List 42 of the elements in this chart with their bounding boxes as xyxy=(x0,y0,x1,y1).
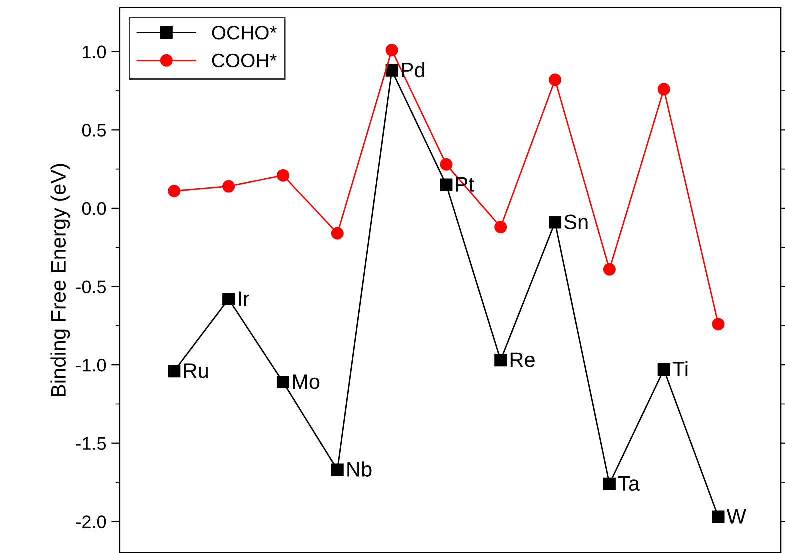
point xyxy=(440,178,453,192)
y-tick-label: -1.0 xyxy=(76,359,106,372)
point xyxy=(658,83,670,96)
annotation: Mo xyxy=(293,374,320,390)
point xyxy=(386,64,398,77)
point xyxy=(222,293,236,306)
y-tick-label: -2.0 xyxy=(76,516,106,528)
point xyxy=(658,364,670,376)
point xyxy=(168,184,181,198)
legend-label: COOH* xyxy=(212,54,277,68)
point xyxy=(494,354,508,367)
annotation: Re xyxy=(510,352,535,368)
point xyxy=(440,158,453,171)
y-tick-label: -1.5 xyxy=(76,437,106,450)
point xyxy=(222,180,236,193)
point xyxy=(168,365,181,378)
legend-label: OCHO* xyxy=(212,26,277,40)
y-tick-label: 1.0 xyxy=(83,46,106,59)
point xyxy=(494,221,508,234)
annotation: Ta xyxy=(618,476,640,492)
annotation: W xyxy=(726,509,746,524)
point xyxy=(712,510,725,524)
annotation: Nb xyxy=(348,462,372,477)
annotation: Pd xyxy=(402,62,425,78)
annotation: Ti xyxy=(672,361,688,377)
annotation: Ru xyxy=(184,364,208,378)
point xyxy=(331,227,344,240)
point xyxy=(331,464,344,476)
annotation: Sn xyxy=(564,214,588,230)
point xyxy=(386,44,398,57)
point xyxy=(549,216,562,229)
y-tick-label: 0.0 xyxy=(82,202,106,216)
y-axis-title: Binding Free Energy (eV) xyxy=(50,164,70,396)
y-tick-label: -0.5 xyxy=(76,280,106,294)
annotation: Ir xyxy=(239,292,250,306)
y-tick-label: 0.5 xyxy=(82,124,106,137)
point xyxy=(603,478,616,490)
point xyxy=(276,376,290,389)
point xyxy=(603,263,616,276)
point xyxy=(549,74,562,86)
point xyxy=(712,318,725,331)
point xyxy=(276,169,290,182)
